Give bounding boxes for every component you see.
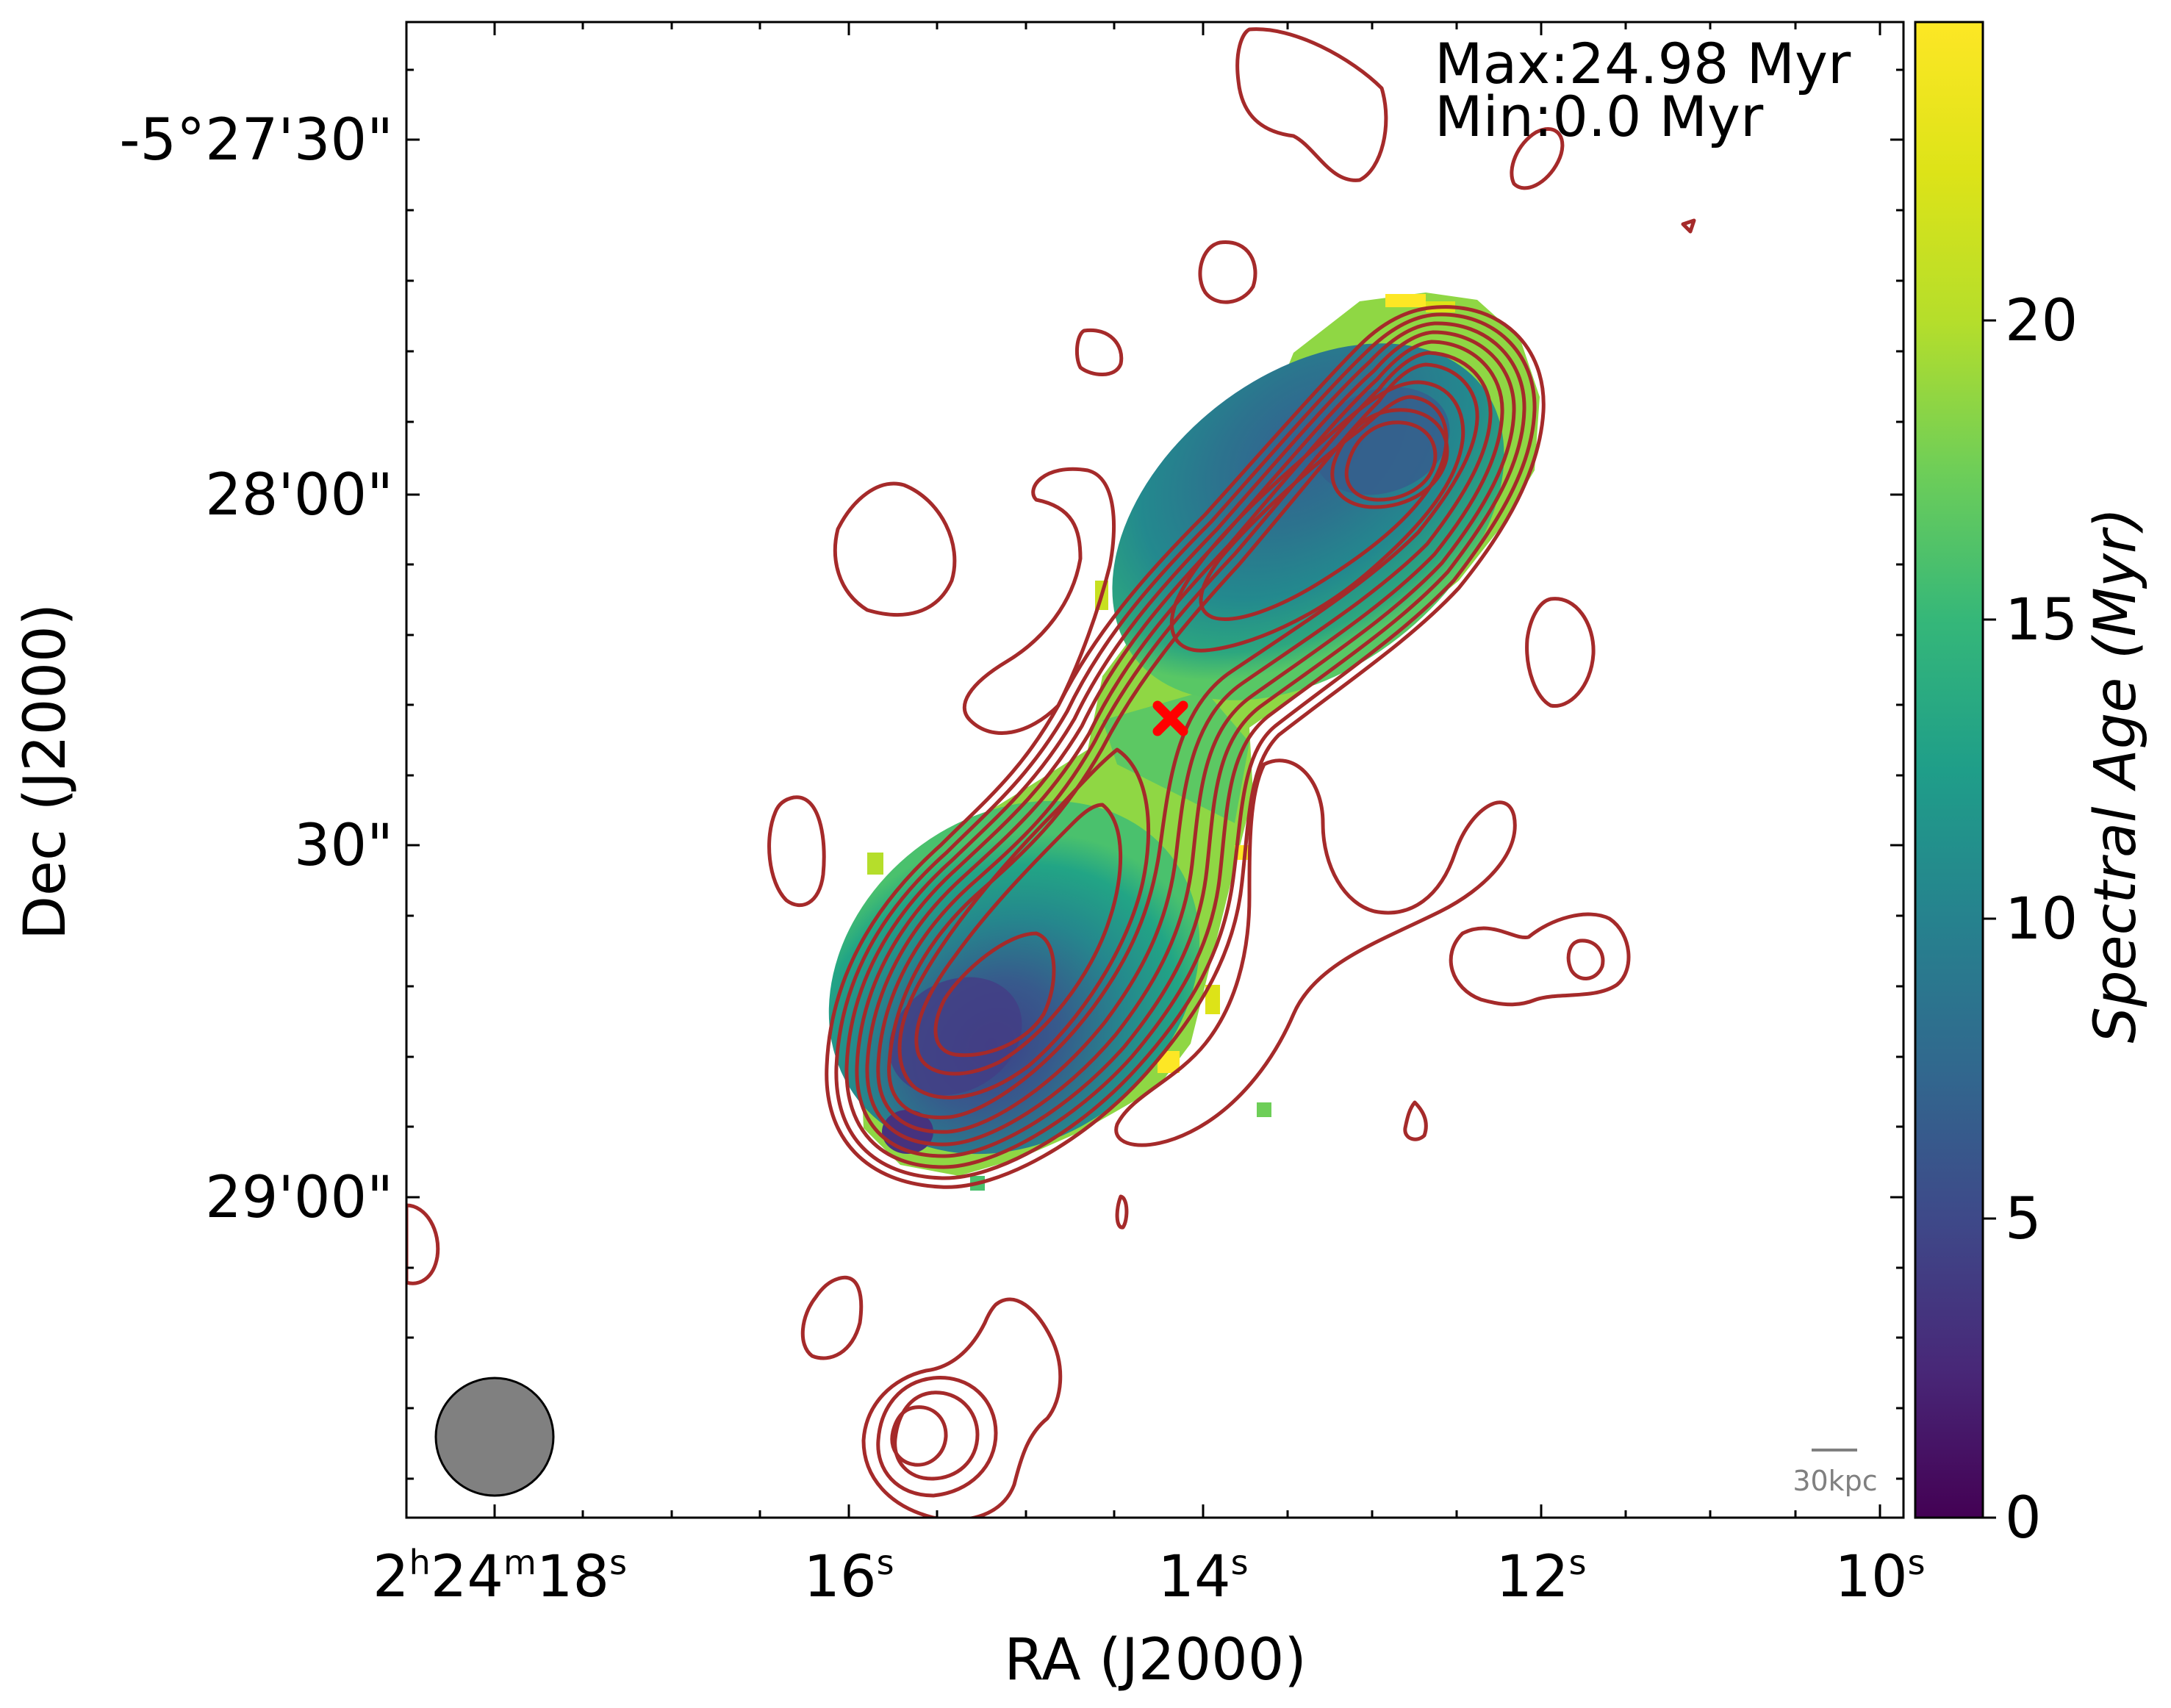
plot-frame (405, 21, 1905, 1519)
contour-blob-west-oval (767, 795, 826, 908)
contour-main-7 (887, 362, 1479, 1120)
contour-blob-speck (1681, 218, 1696, 234)
x-tick-label-16s: 16s (803, 1543, 894, 1610)
x-tick-label-14s: 14s (1158, 1543, 1248, 1610)
x-tick-label-10s: 10s (1834, 1543, 1925, 1610)
scale-bar-label: 30kpc (1793, 1465, 1877, 1497)
colorbar-tick-20: 20 (2005, 288, 2078, 354)
colorbar-ticks (1983, 319, 1996, 1519)
x-axis-title: RA (J2000) (1004, 1627, 1307, 1693)
contour-blob-bottom-mid (876, 1376, 998, 1498)
contour-main-5 (865, 340, 1504, 1147)
max-age-label: Max:24.98 Myr (1435, 31, 1851, 96)
contour-blob-right-oval (1525, 597, 1596, 708)
contour-blob-bottom-inner (893, 1391, 980, 1481)
colorbar (1914, 21, 1984, 1519)
contour-main-1 (825, 305, 1546, 1189)
age-map-speck (1385, 294, 1426, 307)
contour-blob-bottom-core (890, 1405, 948, 1467)
colorbar-title: Spectral Age (Myr) (2083, 508, 2149, 1044)
radio-contours (406, 27, 1696, 1518)
host-galaxy-x-marker (1152, 700, 1188, 736)
y-tick-label-29-00: 29'00" (205, 1165, 393, 1231)
y-tick-label-27-30: -5°27'30" (119, 107, 393, 173)
contour-north-inner-1 (1169, 380, 1465, 653)
y-tick-label-28-00: 28'00" (205, 462, 393, 528)
x-tick-label-12s: 12s (1496, 1543, 1586, 1610)
age-map-speck (1205, 985, 1220, 1014)
y-ticks (406, 68, 1903, 1480)
contour-north-inner-3 (1330, 408, 1449, 509)
age-map-speck (867, 853, 883, 875)
contour-blob-east-pair-inner (1566, 939, 1605, 980)
contour-blob-small-east (1403, 1100, 1428, 1141)
colorbar-tick-0: 0 (2005, 1485, 2042, 1551)
x-tick-label-18s: 2h24m18s (373, 1543, 627, 1610)
contour-blob-left-edge (406, 1203, 440, 1285)
contour-south-inner-1 (897, 747, 1151, 1099)
colorbar-tick-15: 15 (2005, 587, 2078, 653)
contour-main-2 (834, 312, 1537, 1180)
contour-outer-east (1114, 758, 1517, 1147)
contour-blob-top (1235, 27, 1388, 182)
contour-main-6 (876, 351, 1493, 1134)
contour-main-3 (844, 321, 1526, 1169)
contour-blob-east-pair (1449, 912, 1631, 1007)
contour-blob-tiny (1115, 1194, 1129, 1230)
contour-blob-bottom-small (800, 1275, 864, 1360)
x-ticks (493, 22, 1881, 1518)
min-age-label: Min:0.0 Myr (1435, 84, 1764, 149)
contour-south-inner-2 (914, 803, 1123, 1076)
colorbar-tick-5: 5 (2005, 1186, 2042, 1252)
contour-blob-top-small (1510, 127, 1565, 190)
contour-blob-left-oval (833, 481, 957, 617)
contour-north-inner-4 (1344, 420, 1438, 502)
age-map-speck (1257, 1102, 1271, 1117)
y-tick-label-30: 30" (294, 813, 393, 879)
beam-ellipse (434, 1377, 555, 1497)
y-axis-title: Dec (J2000) (12, 603, 79, 940)
contour-blob-upper-mid (1198, 240, 1257, 304)
contour-blob-left-mid (1074, 328, 1124, 376)
contour-south-inner-3 (933, 931, 1056, 1058)
colorbar-tick-10: 10 (2005, 886, 2078, 952)
contour-outer-west (962, 467, 1116, 735)
contour-blob-bottom-outer (861, 1297, 1063, 1518)
